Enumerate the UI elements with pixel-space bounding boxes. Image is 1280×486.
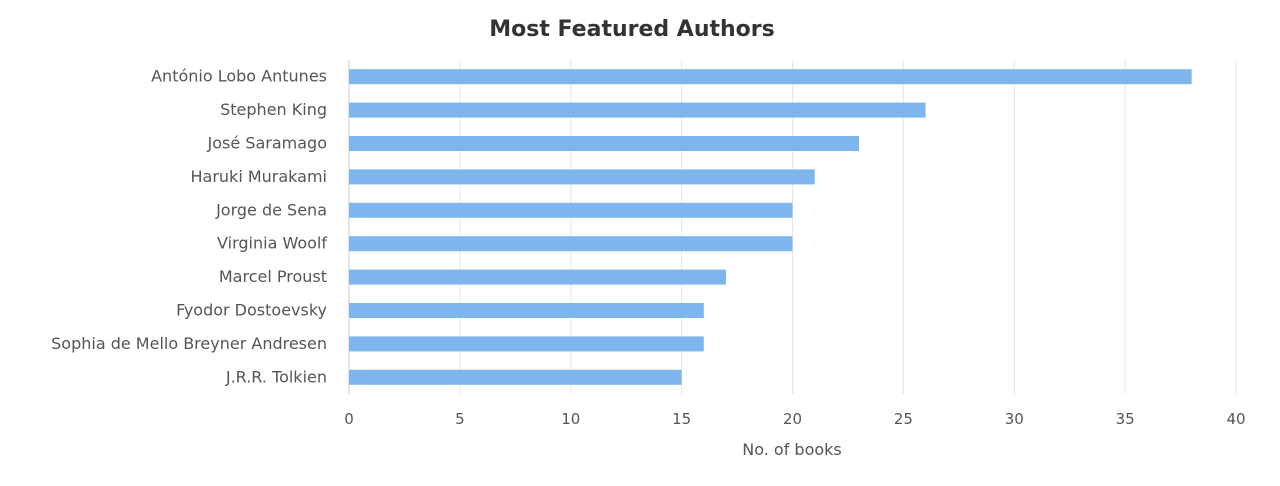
category-label: Marcel Proust [219, 267, 327, 286]
category-label: José Saramago [207, 134, 327, 153]
category-label: Jorge de Sena [215, 200, 327, 219]
bar [349, 136, 860, 151]
x-tick-label: 0 [344, 410, 354, 428]
x-tick-label: 30 [1005, 410, 1024, 428]
x-axis-ticks: 0 5 10 15 20 25 30 35 40 [344, 410, 1245, 428]
x-axis-title: No. of books [742, 440, 842, 459]
bars [349, 69, 1192, 385]
bar [349, 102, 926, 118]
bar [349, 169, 815, 185]
category-label: Haruki Murakami [191, 167, 328, 186]
bar [349, 303, 704, 318]
x-tick-label: 25 [894, 410, 913, 428]
bar [349, 69, 1192, 85]
category-label: J.R.R. Tolkien [225, 367, 327, 386]
bar [349, 269, 726, 285]
x-tick-label: 5 [455, 410, 465, 428]
category-label: Sophia de Mello Breyner Andresen [51, 334, 327, 353]
x-tick-label: 20 [783, 410, 802, 428]
category-label: Fyodor Dostoevsky [176, 301, 327, 320]
x-tick-label: 35 [1116, 410, 1135, 428]
chart-title: Most Featured Authors [489, 17, 774, 42]
category-label: Stephen King [220, 100, 327, 119]
x-tick-label: 10 [561, 410, 580, 428]
bar [349, 369, 682, 385]
bar [349, 202, 793, 218]
category-label: Virginia Woolf [217, 234, 327, 253]
x-tick-label: 15 [672, 410, 691, 428]
category-label: António Lobo Antunes [151, 67, 327, 86]
category-labels: António Lobo Antunes Stephen King José Sar… [51, 67, 327, 387]
bar [349, 336, 704, 352]
bar [349, 236, 793, 252]
x-tick-label: 40 [1226, 410, 1245, 428]
